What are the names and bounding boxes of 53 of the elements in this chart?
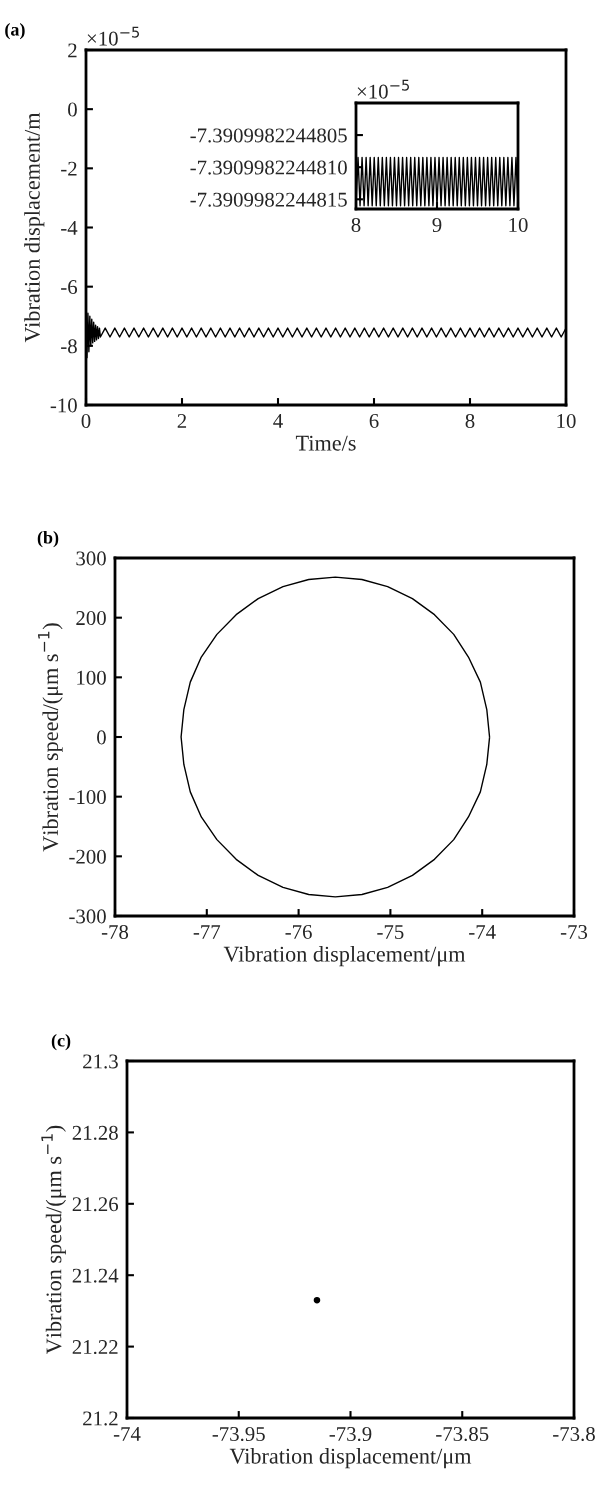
chart-title: (c) bbox=[51, 1033, 71, 1051]
y-tick-label: -7.3909982244805 bbox=[190, 128, 347, 143]
y-tick-label: 21.2 bbox=[83, 1411, 118, 1426]
x-tick-label: -73.95 bbox=[212, 1426, 265, 1442]
text: ×10$^{−5}$ bbox=[87, 26, 140, 46]
y-tick-label: -4 bbox=[61, 221, 78, 235]
x-tick-label: 10 bbox=[509, 217, 528, 232]
y-tick-label: 100 bbox=[77, 670, 106, 685]
x-tick-label: 8 bbox=[465, 413, 475, 428]
annotation: ×10$^{−5}$ bbox=[357, 79, 410, 99]
y-tick-label: -6 bbox=[61, 280, 78, 295]
x-tick-label: -73 bbox=[560, 924, 588, 939]
y-tick-label: -7.3909982244810 bbox=[190, 160, 347, 175]
x-tick-label: 8 bbox=[351, 217, 361, 232]
x-tick-label: 9 bbox=[432, 217, 442, 232]
y-axis-title: Vibration speed/(μm s$^{−1}$) bbox=[41, 1125, 66, 1355]
y-tick-label: 21.28 bbox=[72, 1125, 118, 1140]
x-tick-label: -78 bbox=[101, 924, 129, 939]
x-tick-label: -74 bbox=[113, 1427, 141, 1441]
x-tick-label: 6 bbox=[369, 413, 379, 428]
y-tick-label: -10 bbox=[50, 398, 77, 413]
x-tick-label: -73.9 bbox=[329, 1426, 372, 1442]
y-tick-label: -8 bbox=[61, 339, 77, 354]
y-tick-label: 21.26 bbox=[72, 1197, 119, 1212]
y-tick-label: 21.3 bbox=[83, 1054, 118, 1069]
x-tick-label: -73.85 bbox=[436, 1426, 489, 1442]
y-tick-label: 21.22 bbox=[72, 1340, 118, 1355]
y-axis-title: Vibration displacement/m bbox=[24, 112, 45, 343]
y-tick-label: -7.3909982244815 bbox=[190, 192, 347, 207]
x-axis-title: Time/s bbox=[295, 435, 356, 451]
x-tick-label: 10 bbox=[557, 413, 576, 428]
x-axis-title: Vibration displacement/μm bbox=[223, 946, 466, 967]
y-tick-label: 300 bbox=[76, 551, 106, 566]
y-tick-label: 0 bbox=[68, 102, 77, 117]
x-tick-label: 4 bbox=[273, 414, 283, 428]
x-tick-label: -73.8 bbox=[553, 1426, 595, 1442]
y-tick-label: 2 bbox=[68, 43, 77, 58]
y-tick-label: -100 bbox=[69, 790, 106, 805]
chart-title: (b) bbox=[37, 530, 59, 548]
chart-title: (a) bbox=[5, 22, 25, 40]
y-axis-title: Vibration speed/(μm s$^{−1}$) bbox=[38, 623, 63, 852]
x-tick-label: -74 bbox=[469, 925, 496, 939]
y-tick-label: 200 bbox=[76, 611, 106, 626]
y-tick-label: 0 bbox=[97, 730, 106, 745]
x-tick-label: -77 bbox=[193, 925, 221, 939]
y-tick-label: -200 bbox=[69, 849, 106, 864]
x-tick-label: -75 bbox=[377, 925, 404, 939]
y-tick-label: -300 bbox=[69, 909, 106, 924]
y-tick-label: -2 bbox=[61, 161, 77, 176]
x-tick-label: -76 bbox=[285, 924, 312, 939]
x-tick-label: 2 bbox=[177, 413, 187, 428]
x-axis-title: Vibration displacement/μm bbox=[229, 1448, 472, 1469]
y-tick-label: 21.24 bbox=[72, 1268, 119, 1283]
